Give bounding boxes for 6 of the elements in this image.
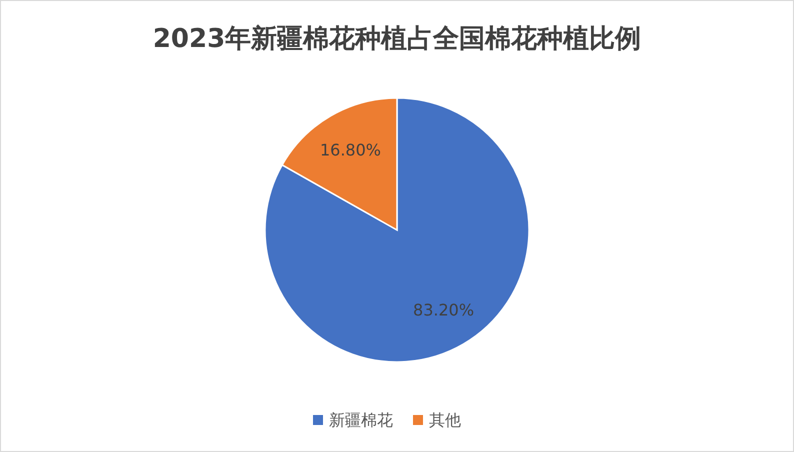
legend-label: 新疆棉花	[329, 410, 393, 430]
pie-slice	[264, 97, 530, 363]
data-label: 83.20%	[413, 300, 474, 320]
legend-label: 其他	[429, 410, 461, 430]
chart-title: 2023年新疆棉花种植占全国棉花种植比例	[152, 24, 642, 54]
data-label: 16.80%	[320, 140, 381, 160]
